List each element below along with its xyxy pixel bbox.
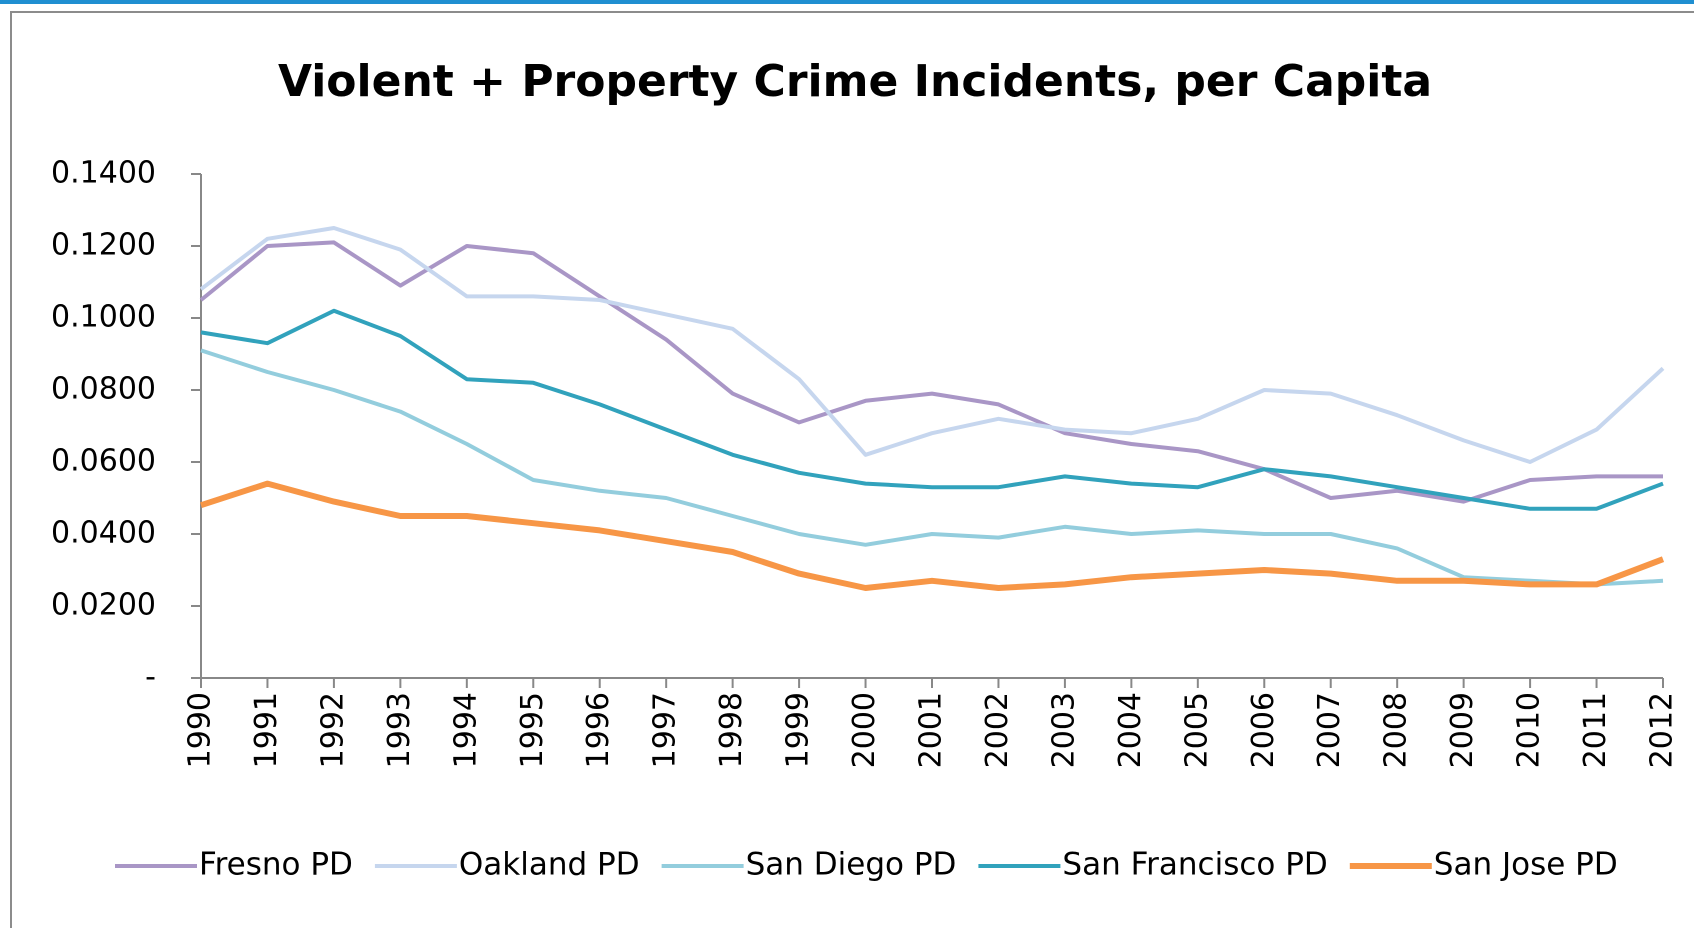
x-tick-label: 2000 (847, 692, 882, 768)
y-tick-label: 0.0400 (51, 516, 156, 551)
x-tick-label: 1991 (249, 692, 284, 768)
x-tick-label: 2002 (980, 692, 1015, 768)
x-tick-label: 1990 (183, 692, 218, 768)
x-tick-label: 2011 (1578, 692, 1613, 768)
x-tick-label: 2006 (1246, 692, 1281, 768)
y-tick-label: 0.0800 (51, 372, 156, 407)
y-tick-label: 0.1200 (51, 228, 156, 263)
legend-label: San Jose PD (1434, 847, 1618, 883)
x-tick-label: 1992 (315, 692, 350, 768)
series-line (199, 240, 1663, 504)
y-tick-label: 0.0200 (51, 588, 156, 623)
chart-title: Violent + Property Crime Incidents, per … (278, 56, 1432, 107)
series-line (200, 308, 1664, 511)
series-line (199, 226, 1665, 464)
x-tick-label: 1994 (448, 692, 483, 768)
x-tick-label: 2010 (1512, 692, 1547, 768)
x-tick-label: 1995 (515, 692, 550, 768)
series-line (200, 348, 1664, 587)
series-line (200, 480, 1665, 591)
y-tick-label: - (145, 660, 156, 695)
x-tick-label: 2003 (1046, 692, 1081, 768)
x-tick-label: 1993 (382, 692, 417, 768)
legend-label: Oakland PD (459, 847, 640, 883)
frame (10, 11, 1694, 928)
x-tick-label: 2005 (1179, 692, 1214, 768)
x-tick-label: 2004 (1113, 692, 1148, 768)
legend-label: San Francisco PD (1062, 847, 1327, 883)
legend-label: San Diego PD (746, 847, 957, 883)
y-tick-label: 0.0600 (51, 444, 156, 479)
x-tick-label: 1996 (581, 692, 616, 768)
top-border (0, 0, 1694, 4)
y-tick-label: 0.1000 (51, 300, 156, 335)
x-tick-label: 2001 (914, 692, 949, 768)
x-tick-label: 2007 (1312, 692, 1347, 768)
x-tick-label: 2009 (1445, 692, 1480, 768)
x-tick-label: 1999 (781, 692, 816, 768)
legend-label: Fresno PD (199, 847, 353, 883)
x-tick-label: 2012 (1645, 692, 1680, 768)
x-tick-label: 1997 (648, 692, 683, 768)
x-tick-label: 2008 (1379, 692, 1414, 768)
y-tick-label: 0.1400 (51, 156, 156, 191)
x-tick-label: 1998 (714, 692, 749, 768)
